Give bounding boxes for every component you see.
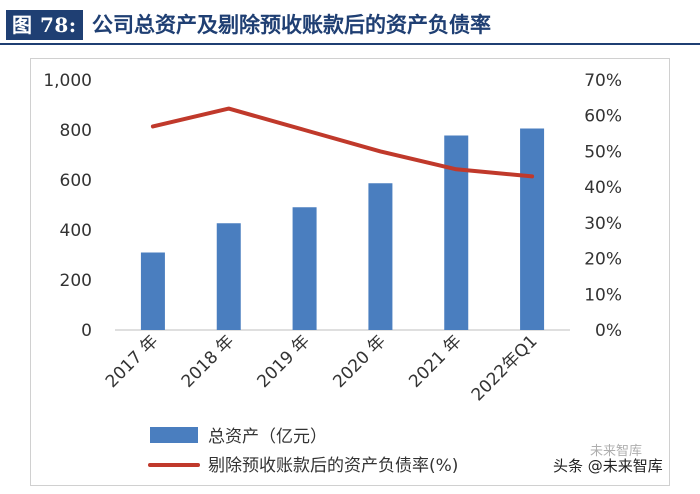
legend-label-bar: 总资产（亿元） (208, 427, 327, 447)
bar-total-assets (444, 135, 469, 330)
x-tick-label: 2020 年 (329, 331, 390, 392)
y-left-tick-label: 1,000 (43, 71, 92, 91)
bar-total-assets (140, 252, 165, 330)
y-right-tick-label: 10% (584, 285, 622, 305)
y-right-tick-label: 70% (584, 71, 622, 91)
line-debt-ratio (150, 106, 535, 179)
legend-label-line: 剔除预收账款后的资产负债率(%) (208, 456, 458, 476)
x-tick-label: 2018 年 (178, 331, 239, 392)
y-right-tick-label: 60% (584, 107, 622, 127)
x-tick-label: 2017 年 (102, 331, 163, 392)
watermark-text: 头条 @未来智库 (553, 457, 663, 475)
y-left-tick-label: 400 (60, 221, 92, 241)
bar-total-assets (292, 207, 317, 330)
figure-label: 图 78: (6, 10, 83, 40)
y-left-tick-label: 0 (81, 321, 92, 341)
bar-total-assets (520, 128, 545, 330)
figure-title: 公司总资产及剔除预收账款后的资产负债率 (92, 12, 491, 37)
y-left-tick-label: 600 (60, 171, 92, 191)
x-tick-label: 2021 年 (405, 331, 466, 392)
figure-header: 图 78: 公司总资产及剔除预收账款后的资产负债率 (0, 0, 700, 46)
x-tick-label: 2022年Q1 (468, 331, 542, 405)
y-right-tick-label: 0% (595, 321, 622, 341)
header-rule (0, 43, 700, 45)
bar-total-assets (368, 183, 393, 330)
watermark-logo: 未来智库 (590, 444, 643, 459)
chart-frame (30, 58, 670, 486)
y-right-tick-label: 20% (584, 250, 622, 270)
y-left-tick-label: 800 (60, 121, 92, 141)
y-right-tick-label: 40% (584, 178, 622, 198)
y-left-tick-label: 200 (60, 271, 92, 291)
x-tick-label: 2019 年 (254, 331, 315, 392)
y-right-tick-label: 50% (584, 142, 622, 162)
legend-swatch-bar (150, 427, 198, 443)
bar-total-assets (216, 223, 241, 330)
y-right-tick-label: 30% (584, 214, 622, 234)
